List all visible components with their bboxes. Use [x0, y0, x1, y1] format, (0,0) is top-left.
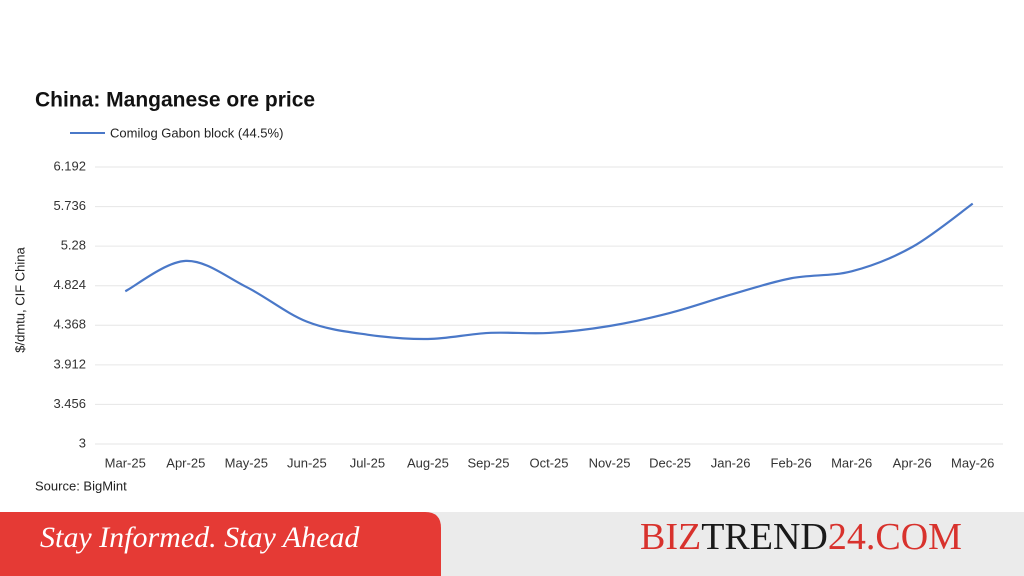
x-tick-label: Apr-26: [893, 455, 932, 470]
x-tick-label: Apr-25: [166, 455, 205, 470]
y-axis-label: $/dmtu, CIF China: [12, 246, 27, 352]
y-tick-label: 4.824: [53, 277, 86, 292]
x-tick-label: Nov-25: [589, 455, 631, 470]
brand-part: TREND: [701, 516, 828, 558]
x-tick-label: Dec-25: [649, 455, 691, 470]
x-tick-label: Oct-25: [529, 455, 568, 470]
x-tick-label: May-26: [951, 455, 994, 470]
x-tick-label: May-25: [225, 455, 268, 470]
y-tick-label: 5.736: [53, 198, 86, 213]
chart-title: China: Manganese ore price: [35, 89, 315, 112]
x-tick-label: Feb-26: [771, 455, 812, 470]
y-tick-label: 6.192: [53, 158, 86, 173]
x-tick-label: Jan-26: [711, 455, 751, 470]
y-tick-label: 3.912: [53, 356, 86, 371]
legend-label: Comilog Gabon block (44.5%): [110, 125, 283, 140]
y-tick-label: 3: [79, 435, 86, 450]
y-tick-label: 3.456: [53, 396, 86, 411]
series-line: [124, 202, 974, 341]
x-tick-label: Sep-25: [468, 455, 510, 470]
x-tick-label: Mar-26: [831, 455, 872, 470]
source: Source: BigMint: [35, 478, 127, 493]
x-tick-label: Jul-25: [350, 455, 385, 470]
y-tick-label: 5.28: [61, 238, 86, 253]
x-tick-label: Mar-25: [105, 455, 146, 470]
brand-part: 24.COM: [828, 516, 962, 558]
x-tick-label: Jun-25: [287, 455, 327, 470]
brand-part: BIZ: [640, 516, 701, 558]
y-tick-label: 4.368: [53, 317, 86, 332]
banner-ribbon: [0, 512, 441, 576]
tagline: Stay Informed. Stay Ahead: [40, 521, 360, 554]
brand: BIZTREND24.COM: [640, 516, 962, 558]
x-tick-label: Aug-25: [407, 455, 449, 470]
